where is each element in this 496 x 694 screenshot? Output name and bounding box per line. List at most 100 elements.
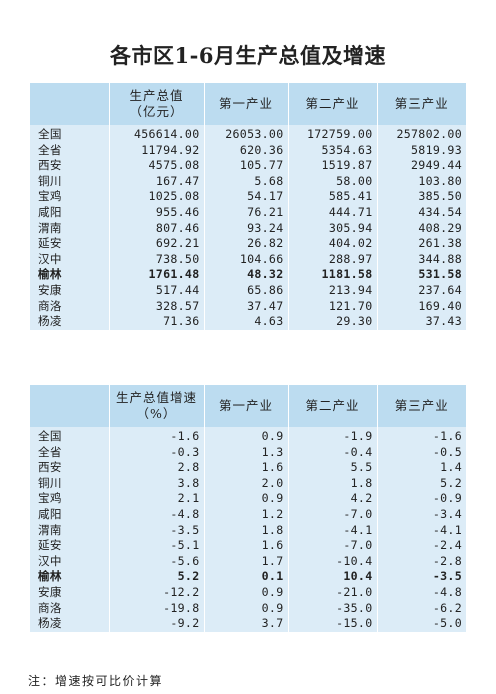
value-cell: -12.2 [109, 584, 205, 601]
value-cell: 517.44 [109, 282, 205, 299]
value-cell: -0.4 [288, 444, 378, 461]
table-header-row: 生产总值 （亿元） 第一产业 第二产业 第三产业 [30, 83, 466, 125]
value-cell: 1.8 [204, 522, 289, 539]
value-cell: 1519.87 [288, 158, 378, 174]
column-header: 第三产业 [377, 83, 466, 125]
value-cell: 37.47 [204, 298, 289, 315]
value-cell: -9.2 [109, 616, 205, 632]
value-cell: 1.8 [288, 475, 378, 492]
value-cell: 0.9 [204, 584, 289, 601]
value-cell: 48.32 [204, 267, 289, 283]
value-cell: -35.0 [288, 600, 378, 617]
table-row: 杨凌 71.36 4.63 29.30 37.43 [30, 314, 466, 330]
value-cell: -1.9 [288, 427, 378, 445]
table-header-row: 生产总值增速 （%） 第一产业 第二产业 第三产业 [30, 385, 466, 427]
table-row: 铜川 3.8 2.0 1.8 5.2 [30, 475, 466, 492]
value-cell: 2.1 [109, 491, 205, 507]
value-cell: 692.21 [109, 236, 205, 252]
value-cell: -6.2 [377, 600, 466, 617]
column-header [30, 83, 110, 125]
value-cell: 456614.00 [109, 125, 205, 143]
value-cell: 288.97 [288, 251, 378, 268]
value-cell: 2949.44 [377, 158, 466, 174]
value-cell: -4.1 [288, 522, 378, 539]
value-cell: 213.94 [288, 282, 378, 299]
value-cell: 237.64 [377, 282, 466, 299]
region-cell: 延安 [30, 538, 110, 554]
value-cell: 531.58 [377, 267, 466, 283]
value-cell: -10.4 [288, 553, 378, 570]
table-row: 西安 4575.08 105.77 1519.87 2949.44 [30, 158, 466, 174]
column-header: 生产总值增速 （%） [109, 385, 205, 427]
value-cell: 1181.58 [288, 267, 378, 283]
value-cell: 434.54 [377, 204, 466, 221]
value-cell: -2.8 [377, 553, 466, 570]
region-cell: 宝鸡 [30, 491, 110, 507]
value-cell: 5354.63 [288, 142, 378, 159]
value-cell: 385.50 [377, 189, 466, 205]
gdp-growth-table: 生产总值增速 （%） 第一产业 第二产业 第三产业 全国 -1.6 0.9 -1.9 -1.6 全… [30, 385, 466, 632]
value-cell: -5.6 [109, 553, 205, 570]
value-cell: 104.66 [204, 251, 289, 268]
value-cell: 0.9 [204, 600, 289, 617]
value-cell: 37.43 [377, 314, 466, 330]
table-row: 延安 692.21 26.82 404.02 261.38 [30, 236, 466, 252]
value-cell: -0.3 [109, 444, 205, 461]
value-cell: 1.6 [204, 538, 289, 554]
value-cell: -7.0 [288, 538, 378, 554]
page-title: 各市区1-6月生产总值及增速 [110, 43, 386, 68]
value-cell: 54.17 [204, 189, 289, 205]
table-row: 宝鸡 2.1 0.9 4.2 -0.9 [30, 491, 466, 507]
footnote: 注：增速按可比价计算 [28, 674, 164, 688]
value-cell: -5.0 [377, 616, 466, 632]
region-cell: 全国 [30, 125, 110, 143]
value-cell: 738.50 [109, 251, 205, 268]
value-cell: -3.5 [109, 522, 205, 539]
value-cell: 344.88 [377, 251, 466, 268]
value-cell: 1.6 [204, 460, 289, 476]
value-cell: -1.6 [377, 427, 466, 445]
value-cell: -0.9 [377, 491, 466, 507]
table-row: 全省 11794.92 620.36 5354.63 5819.93 [30, 142, 466, 159]
value-cell: 76.21 [204, 204, 289, 221]
value-cell: 257802.00 [377, 125, 466, 143]
value-cell: -7.0 [288, 506, 378, 523]
region-cell: 铜川 [30, 173, 110, 190]
table-row: 商洛 328.57 37.47 121.70 169.40 [30, 298, 466, 315]
value-cell: 71.36 [109, 314, 205, 330]
table-row: 渭南 -3.5 1.8 -4.1 -4.1 [30, 522, 466, 539]
value-cell: 26.82 [204, 236, 289, 252]
value-cell: 4.2 [288, 491, 378, 507]
region-cell: 榆林 [30, 569, 110, 585]
region-cell: 汉中 [30, 553, 110, 570]
region-cell: 延安 [30, 236, 110, 252]
value-cell: 5.68 [204, 173, 289, 190]
value-cell: 29.30 [288, 314, 378, 330]
value-cell: 5819.93 [377, 142, 466, 159]
table-row: 全省 -0.3 1.3 -0.4 -0.5 [30, 444, 466, 461]
value-cell: -4.8 [109, 506, 205, 523]
table-row: 延安 -5.1 1.6 -7.0 -2.4 [30, 538, 466, 554]
region-cell: 商洛 [30, 600, 110, 617]
value-cell: 1025.08 [109, 189, 205, 205]
column-header: 第一产业 [204, 83, 289, 125]
region-cell: 杨凌 [30, 616, 110, 632]
value-cell: 404.02 [288, 236, 378, 252]
region-cell: 全省 [30, 142, 110, 159]
column-header [30, 385, 110, 427]
table-row: 铜川 167.47 5.68 58.00 103.80 [30, 173, 466, 190]
region-cell: 全国 [30, 427, 110, 445]
value-cell: 5.5 [288, 460, 378, 476]
value-cell: 1.7 [204, 553, 289, 570]
table-row: 榆林 5.2 0.1 10.4 -3.5 [30, 569, 466, 585]
value-cell: 1761.48 [109, 267, 205, 283]
value-cell: -4.1 [377, 522, 466, 539]
value-cell: 65.86 [204, 282, 289, 299]
region-cell: 渭南 [30, 522, 110, 539]
value-cell: 105.77 [204, 158, 289, 174]
table-row: 商洛 -19.8 0.9 -35.0 -6.2 [30, 600, 466, 617]
value-cell: 11794.92 [109, 142, 205, 159]
value-cell: 955.46 [109, 204, 205, 221]
value-cell: 585.41 [288, 189, 378, 205]
value-cell: -3.4 [377, 506, 466, 523]
